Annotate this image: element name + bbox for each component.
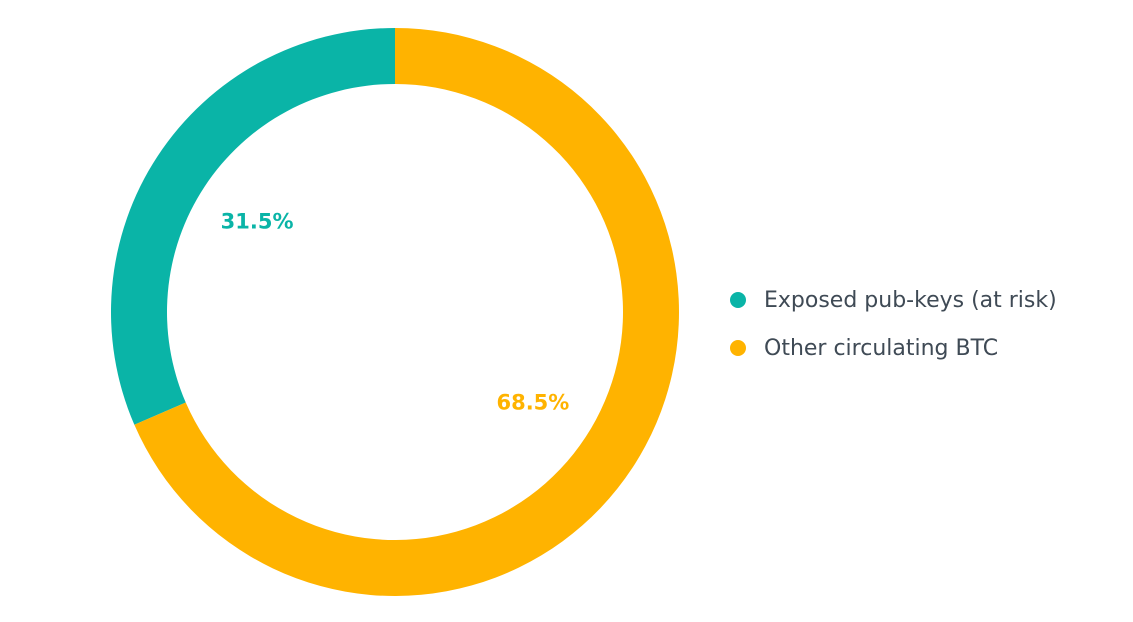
legend-item-exposed: Exposed pub-keys (at risk) xyxy=(730,276,1057,324)
legend: Exposed pub-keys (at risk) Other circula… xyxy=(730,276,1057,372)
legend-item-other: Other circulating BTC xyxy=(730,324,1057,372)
legend-label-exposed: Exposed pub-keys (at risk) xyxy=(764,287,1057,313)
legend-label-other: Other circulating BTC xyxy=(764,335,999,361)
slice-exposed xyxy=(110,28,396,425)
legend-swatch-other xyxy=(730,340,746,356)
legend-swatch-exposed xyxy=(730,292,746,308)
slice-label-other: 68.5% xyxy=(496,391,569,415)
slice-label-exposed: 31.5% xyxy=(221,209,294,233)
